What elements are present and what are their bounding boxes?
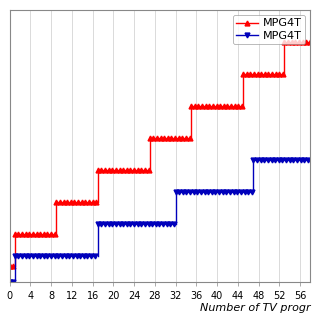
Line: MPG4T: MPG4T	[7, 279, 16, 284]
Legend: MPG4T, MPG4T: MPG4T, MPG4T	[233, 15, 305, 44]
MPG4T	[11, 264, 15, 268]
X-axis label: Number of TV progr: Number of TV progr	[200, 303, 310, 313]
Line: MPG4T: MPG4T	[7, 263, 16, 268]
MPG4T	[8, 280, 12, 284]
MPG4T	[11, 280, 15, 284]
MPG4T	[8, 264, 12, 268]
